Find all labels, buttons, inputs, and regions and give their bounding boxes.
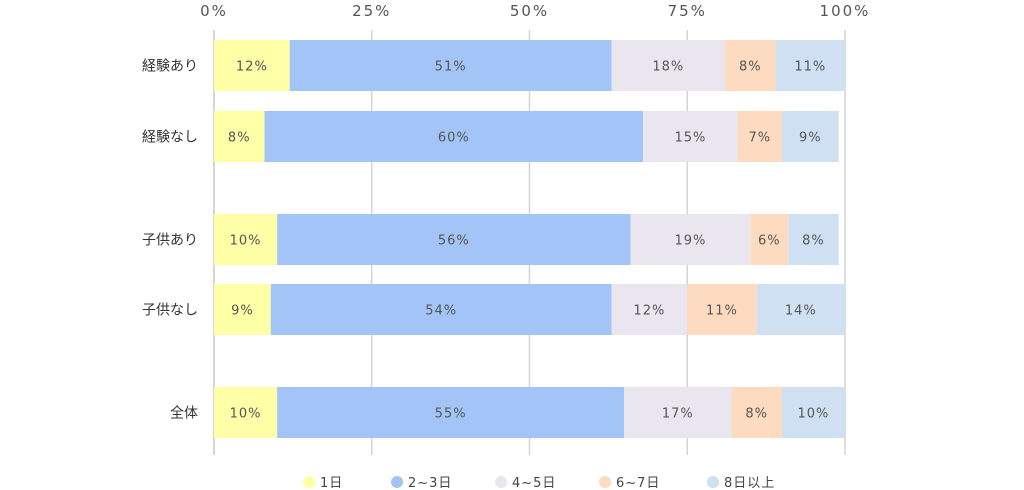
x-tick-label: 50% bbox=[510, 2, 549, 20]
bar-segment bbox=[214, 387, 278, 438]
bar-segment bbox=[788, 214, 839, 265]
value-label: 8% bbox=[739, 60, 762, 75]
value-label: 11% bbox=[706, 304, 738, 319]
value-label: 8% bbox=[745, 407, 768, 422]
value-label: 60% bbox=[438, 131, 470, 146]
bar-segment bbox=[289, 40, 612, 91]
bar-segment bbox=[731, 387, 782, 438]
bar-segment bbox=[214, 111, 265, 162]
bar-segment bbox=[737, 111, 782, 162]
legend-label: 4~5日 bbox=[512, 476, 556, 490]
legend-item: 1日 bbox=[303, 476, 343, 490]
legend-swatch bbox=[495, 476, 507, 488]
bar-row: 9% 54% 12% 11% 14% bbox=[214, 284, 845, 335]
legend-label: 1日 bbox=[320, 476, 343, 490]
legend-item: 4~5日 bbox=[495, 476, 556, 490]
value-label: 9% bbox=[799, 131, 822, 146]
value-label: 10% bbox=[230, 407, 262, 422]
bars: 12% 51% 18% 8% 11% 8% 60% 15% 7% 9% 10% 56% 19% 6% 8% 9… bbox=[214, 40, 845, 438]
bar-segment bbox=[611, 284, 688, 335]
value-label: 19% bbox=[674, 234, 706, 249]
value-label: 15% bbox=[674, 131, 706, 146]
bar-segment bbox=[630, 214, 751, 265]
value-label: 6% bbox=[758, 234, 781, 249]
category-label: 子供あり bbox=[142, 233, 198, 249]
value-label: 56% bbox=[438, 234, 470, 249]
value-label: 9% bbox=[231, 304, 254, 319]
bar-segment bbox=[214, 40, 290, 91]
bar-row: 10% 55% 17% 8% 10% bbox=[214, 387, 845, 438]
legend-swatch bbox=[599, 476, 611, 488]
legend: 1日 2~3日 4~5日 6~7日 8日以上 bbox=[303, 476, 775, 490]
x-tick-label: 0% bbox=[200, 2, 228, 20]
bar-segment bbox=[781, 111, 839, 162]
bar-segment bbox=[687, 284, 757, 335]
bar-segment bbox=[270, 284, 612, 335]
x-tick-label: 100% bbox=[820, 2, 871, 20]
bar-segment bbox=[750, 214, 789, 265]
legend-swatch bbox=[391, 476, 403, 488]
legend-item: 6~7日 bbox=[599, 476, 660, 490]
value-label: 12% bbox=[236, 60, 268, 75]
value-label: 11% bbox=[794, 60, 826, 75]
bar-row: 10% 56% 19% 6% 8% bbox=[214, 214, 839, 265]
legend-label: 2~3日 bbox=[408, 476, 452, 490]
category-label: 全体 bbox=[170, 405, 198, 422]
value-label: 18% bbox=[652, 60, 684, 75]
bar-segment bbox=[781, 387, 845, 438]
value-label: 10% bbox=[797, 407, 829, 422]
bar-segment bbox=[611, 40, 726, 91]
value-label: 10% bbox=[230, 234, 262, 249]
bar-segment bbox=[643, 111, 738, 162]
bar-segment bbox=[277, 214, 631, 265]
value-label: 17% bbox=[662, 407, 694, 422]
bar-segment bbox=[277, 387, 625, 438]
x-axis-ticks: 0% 25% 50% 75% 100% bbox=[200, 2, 871, 20]
category-label: 子供なし bbox=[142, 303, 198, 319]
legend-swatch bbox=[303, 476, 315, 488]
bar-segment bbox=[624, 387, 732, 438]
legend-item: 8日以上 bbox=[707, 476, 775, 490]
bar-segment bbox=[214, 214, 278, 265]
value-label: 55% bbox=[435, 407, 467, 422]
value-label: 51% bbox=[435, 60, 467, 75]
x-tick-label: 75% bbox=[668, 2, 707, 20]
bar-segment bbox=[264, 111, 644, 162]
legend-label: 8日以上 bbox=[724, 476, 775, 490]
legend-swatch bbox=[707, 476, 719, 488]
value-label: 7% bbox=[749, 131, 772, 146]
bar-row: 12% 51% 18% 8% 11% bbox=[214, 40, 845, 91]
value-label: 12% bbox=[633, 304, 665, 319]
value-label: 8% bbox=[228, 131, 251, 146]
bar-segment bbox=[214, 284, 271, 335]
value-label: 8% bbox=[802, 234, 825, 249]
category-label: 経験あり bbox=[142, 59, 198, 75]
category-label: 経験なし bbox=[142, 130, 198, 146]
value-label: 14% bbox=[785, 304, 817, 319]
bar-segment bbox=[756, 284, 845, 335]
legend-item: 2~3日 bbox=[391, 476, 452, 490]
bar-segment bbox=[725, 40, 776, 91]
x-tick-label: 25% bbox=[352, 2, 391, 20]
bar-row: 8% 60% 15% 7% 9% bbox=[214, 111, 839, 162]
value-label: 54% bbox=[425, 304, 457, 319]
legend-label: 6~7日 bbox=[616, 476, 660, 490]
bar-segment bbox=[775, 40, 845, 91]
